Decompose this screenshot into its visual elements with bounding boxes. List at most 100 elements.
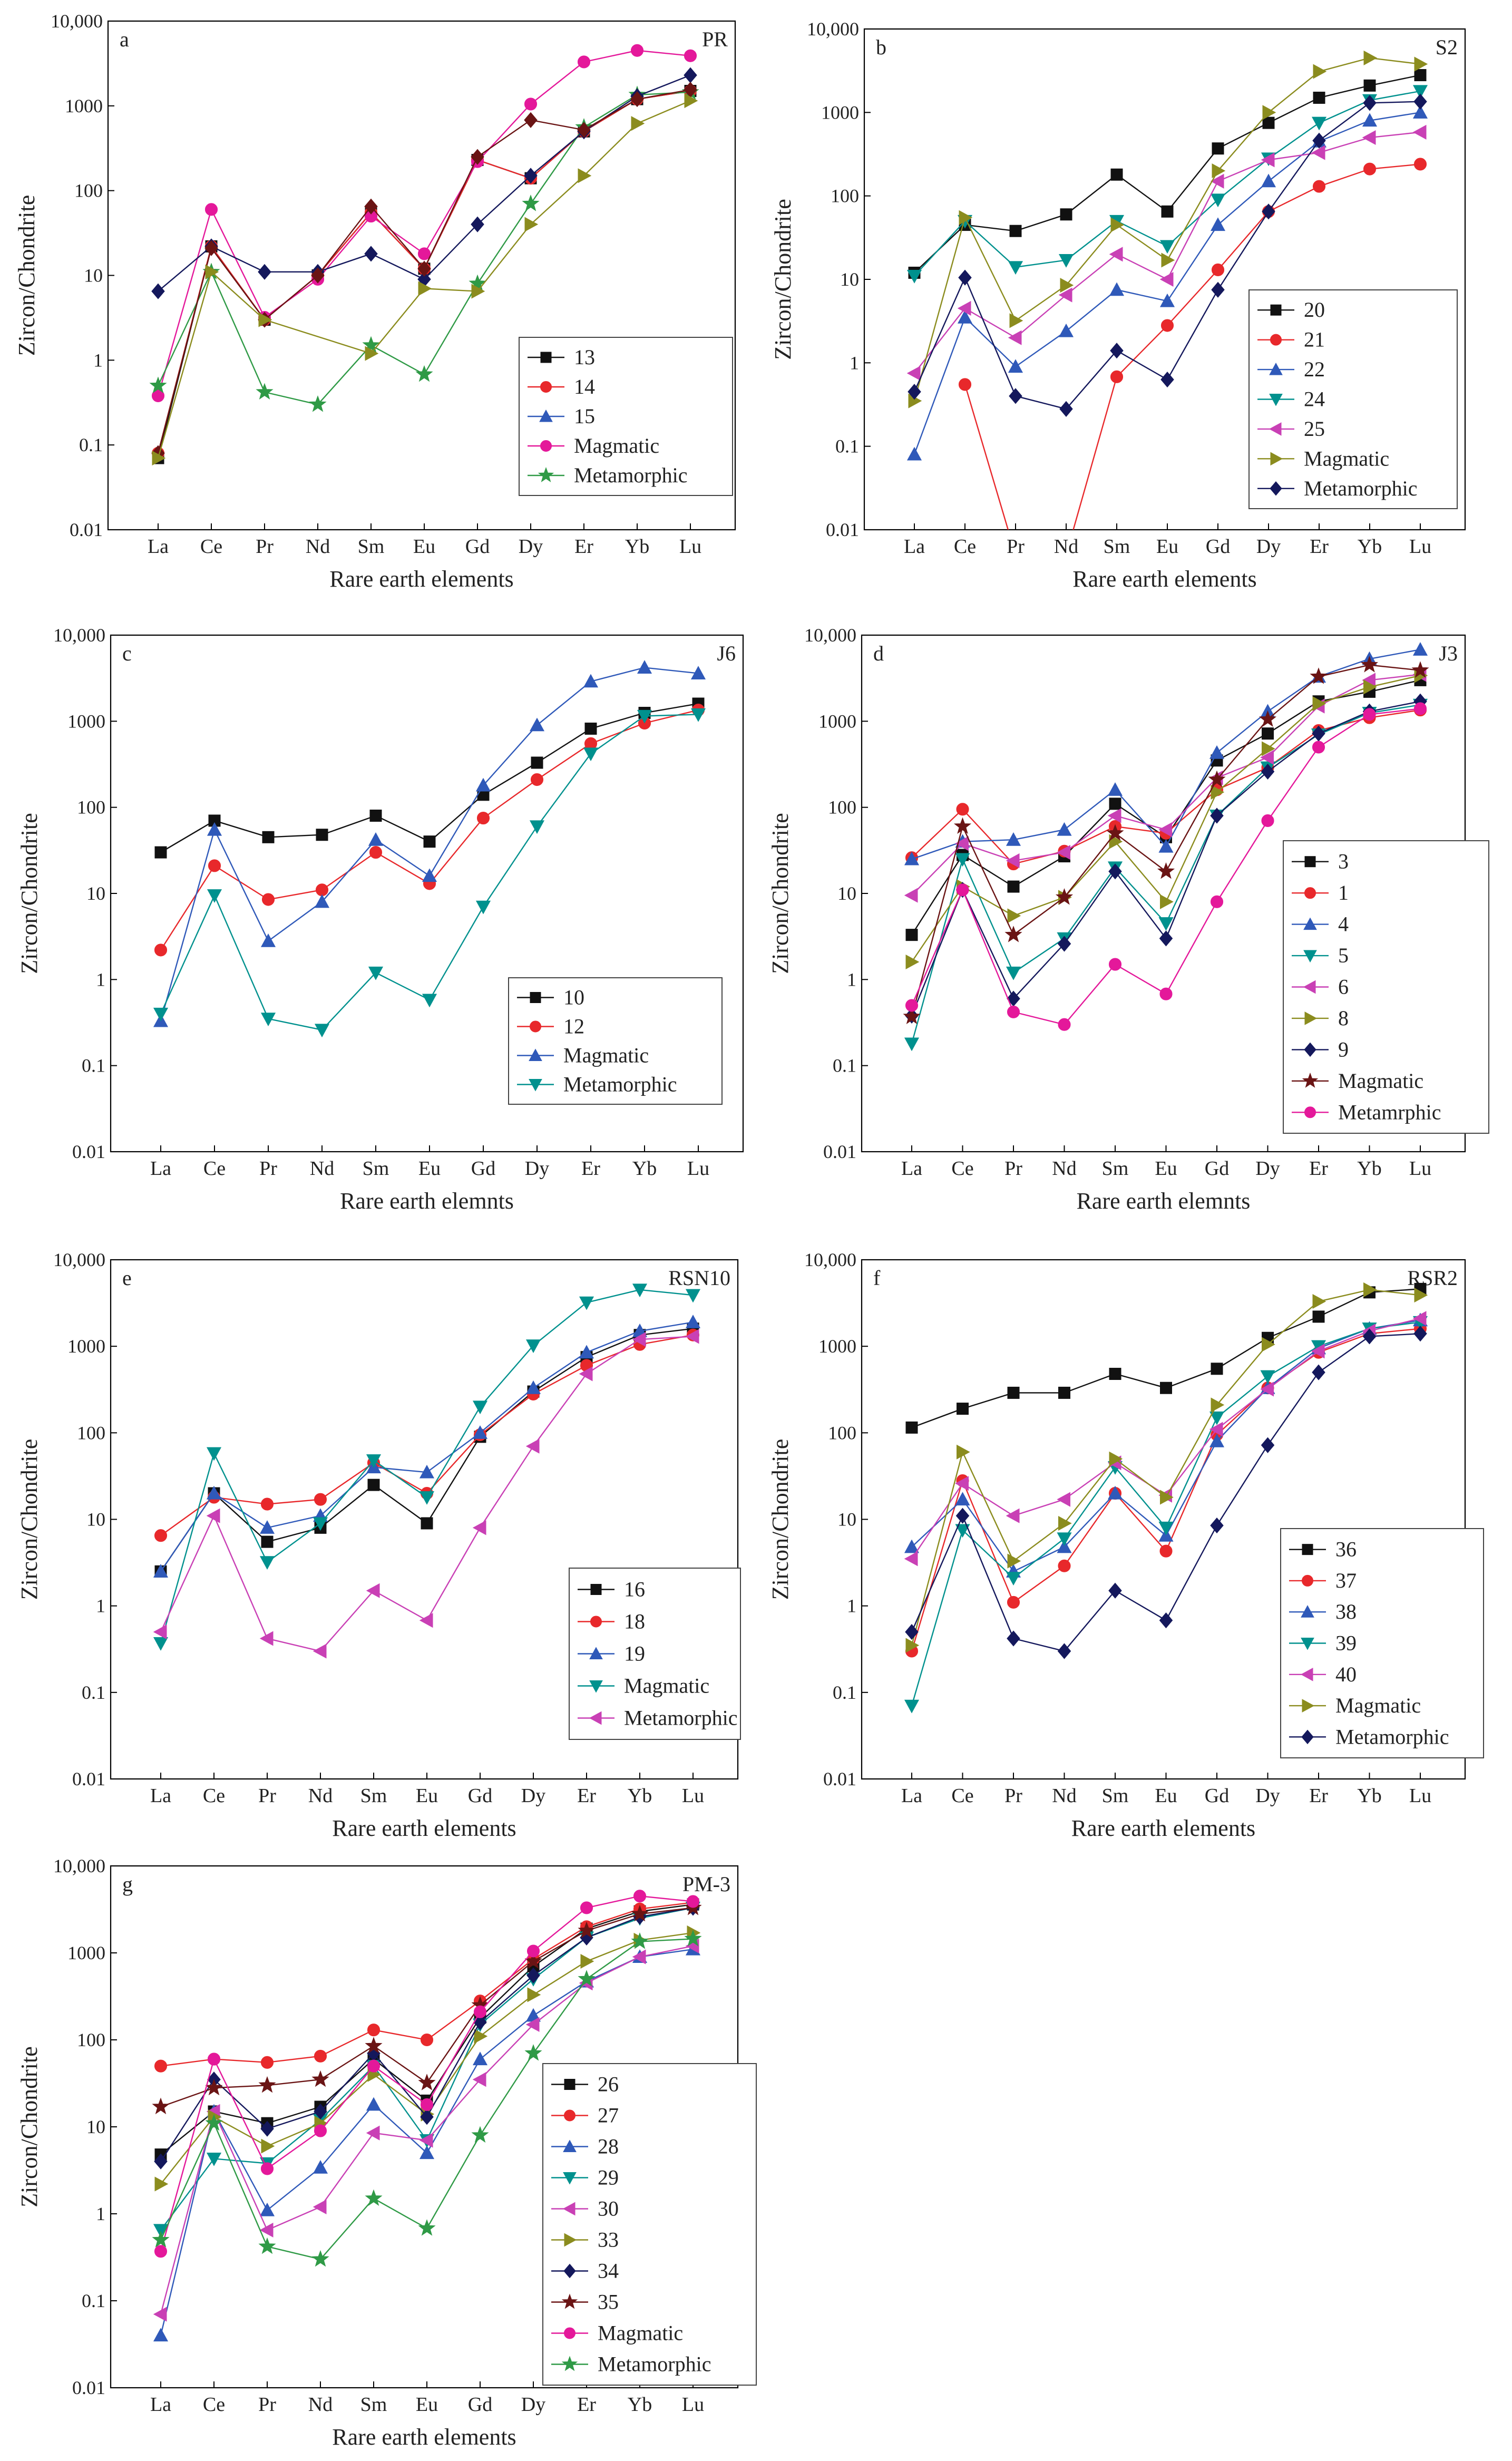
x-tick-label: Er [574, 536, 593, 558]
legend-marker [530, 1020, 541, 1033]
data-point [631, 1904, 649, 1922]
data-point [956, 883, 969, 897]
x-tick-label: Sm [358, 536, 385, 558]
x-tick-label: Nd [1052, 1785, 1076, 1807]
data-point [1107, 782, 1123, 796]
legend-label: 35 [598, 2290, 619, 2314]
data-point [154, 1529, 168, 1542]
legend: 3 1 4 5 6 8 9 Magmatic Metamrphic [1283, 840, 1489, 1134]
data-point [527, 1987, 541, 2002]
data-point [955, 1476, 969, 1491]
data-point [366, 1583, 380, 1598]
data-point [1413, 1326, 1427, 1342]
data-point [208, 859, 221, 872]
data-point [1006, 1572, 1021, 1586]
data-point [578, 1921, 596, 1938]
legend-marker [564, 2233, 577, 2247]
y-tick-label: 0.1 [835, 436, 859, 457]
x-tick-label: Gd [468, 1785, 492, 1807]
legend-label: 16 [624, 1578, 645, 1601]
data-point [1210, 808, 1224, 824]
data-point [1160, 1382, 1172, 1394]
data-point [1313, 91, 1325, 104]
series-30 [153, 1938, 699, 2322]
legend: 10 12 Magmatic Metamorphic [508, 977, 723, 1105]
data-point [1059, 401, 1073, 417]
series-line [157, 100, 691, 459]
data-point [1006, 853, 1020, 868]
data-point [368, 832, 384, 846]
data-point [1414, 56, 1428, 72]
data-point [632, 1949, 646, 1964]
data-point [955, 853, 970, 867]
y-tick-label: 10 [840, 269, 859, 290]
x-axis-title: Rare earth elements [1071, 1815, 1255, 1841]
data-point [1159, 930, 1173, 947]
data-point [365, 2037, 383, 2054]
data-point [955, 1524, 970, 1538]
x-tick-label: Nd [1054, 536, 1078, 558]
data-point [957, 300, 971, 316]
plot-area [153, 660, 706, 1038]
x-tick-label: Eu [1155, 1785, 1177, 1807]
y-tick-label: 10 [86, 1509, 105, 1530]
data-point [475, 777, 491, 792]
y-tick-label: 1 [93, 349, 103, 371]
data-point [685, 1315, 701, 1328]
y-tick-label: 10 [837, 883, 856, 904]
data-point [957, 1403, 969, 1415]
data-point [524, 98, 538, 111]
legend-marker [1304, 1011, 1318, 1025]
series-Metamrphic [905, 702, 1427, 1031]
y-tick-label: 0.01 [823, 1141, 856, 1162]
series-line [160, 709, 699, 951]
data-point [1009, 225, 1022, 237]
legend: 36 37 38 39 40 Magmatic Metamorphic [1280, 1528, 1484, 1758]
legend-marker [1302, 1574, 1313, 1587]
series-16 [154, 1322, 699, 1578]
data-point [315, 883, 329, 897]
data-point [1106, 824, 1124, 841]
data-point [151, 283, 165, 299]
data-point [1413, 93, 1427, 110]
legend-label: 4 [1338, 912, 1349, 936]
data-point [420, 2109, 434, 2125]
legend-label: 14 [574, 375, 595, 398]
data-point [631, 1932, 649, 1949]
data-point [1311, 1344, 1325, 1359]
data-point [958, 269, 972, 286]
data-point [365, 2189, 383, 2206]
legend-label: 15 [574, 404, 595, 428]
data-point [207, 822, 222, 836]
data-point [151, 389, 165, 402]
data-point [524, 112, 538, 128]
x-tick-label: Dy [521, 1785, 545, 1807]
x-tick-label: Yb [632, 1157, 657, 1180]
data-point [1212, 163, 1226, 179]
data-point [1363, 1282, 1377, 1297]
data-point [261, 1535, 274, 1548]
data-point [1211, 1363, 1223, 1375]
data-point [583, 674, 599, 688]
data-point [1312, 1310, 1325, 1323]
data-point [904, 1699, 920, 1714]
data-point [1110, 168, 1123, 181]
data-point [153, 2307, 167, 2322]
data-point [524, 168, 538, 184]
data-point [530, 773, 544, 786]
data-point [1209, 1422, 1223, 1437]
panel-letter: f [873, 1266, 881, 1290]
legend-marker [589, 1647, 603, 1659]
y-axis-title: Zircon/Chondrite [16, 813, 42, 974]
x-tick-label: La [150, 2394, 171, 2416]
data-point [260, 933, 276, 947]
data-point [1210, 895, 1224, 908]
y-tick-label: 10 [837, 1509, 856, 1530]
data-point [905, 1638, 920, 1653]
chart-panel-g: 0.01 0.1 1 10 100 1000 10,000 La Ce Pr Nd Sm Eu Gd Dy E… [16, 1855, 757, 2450]
sample-label: J3 [1439, 641, 1458, 665]
data-point [1211, 263, 1225, 277]
data-point [1007, 1630, 1020, 1647]
x-tick-label: Gd [1205, 1785, 1229, 1807]
x-tick-label: Yb [1358, 536, 1382, 558]
